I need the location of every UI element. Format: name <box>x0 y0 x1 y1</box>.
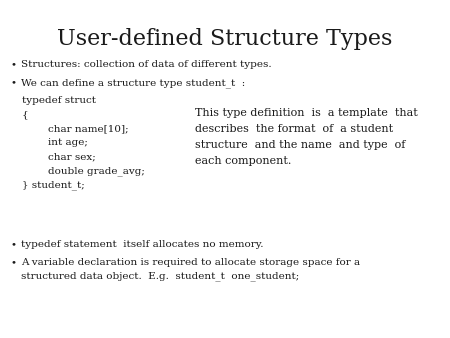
Text: char sex;: char sex; <box>22 152 96 161</box>
Text: structure  and the name  and type  of: structure and the name and type of <box>195 140 405 150</box>
Text: char name[10];: char name[10]; <box>22 124 129 133</box>
Text: double grade_avg;: double grade_avg; <box>22 166 145 176</box>
Text: describes  the format  of  a student: describes the format of a student <box>195 124 393 134</box>
Text: {: { <box>22 110 29 119</box>
Text: This type definition  is  a template  that: This type definition is a template that <box>195 108 418 118</box>
Text: User-defined Structure Types: User-defined Structure Types <box>57 28 393 50</box>
Text: typedef statement  itself allocates no memory.: typedef statement itself allocates no me… <box>21 240 264 249</box>
Text: We can define a structure type student_t  :: We can define a structure type student_t… <box>21 78 246 88</box>
Text: typedef struct: typedef struct <box>22 96 96 105</box>
Text: A variable declaration is required to allocate storage space for a: A variable declaration is required to al… <box>21 258 360 267</box>
Text: •: • <box>10 240 16 249</box>
Text: Structures: collection of data of different types.: Structures: collection of data of differ… <box>21 60 272 69</box>
Text: •: • <box>10 60 16 69</box>
Text: structured data object.  E.g.  student_t  one_student;: structured data object. E.g. student_t o… <box>21 271 300 281</box>
Text: •: • <box>10 78 16 87</box>
Text: int age;: int age; <box>22 138 88 147</box>
Text: } student_t;: } student_t; <box>22 180 85 190</box>
Text: each component.: each component. <box>195 156 292 166</box>
Text: •: • <box>10 258 16 267</box>
